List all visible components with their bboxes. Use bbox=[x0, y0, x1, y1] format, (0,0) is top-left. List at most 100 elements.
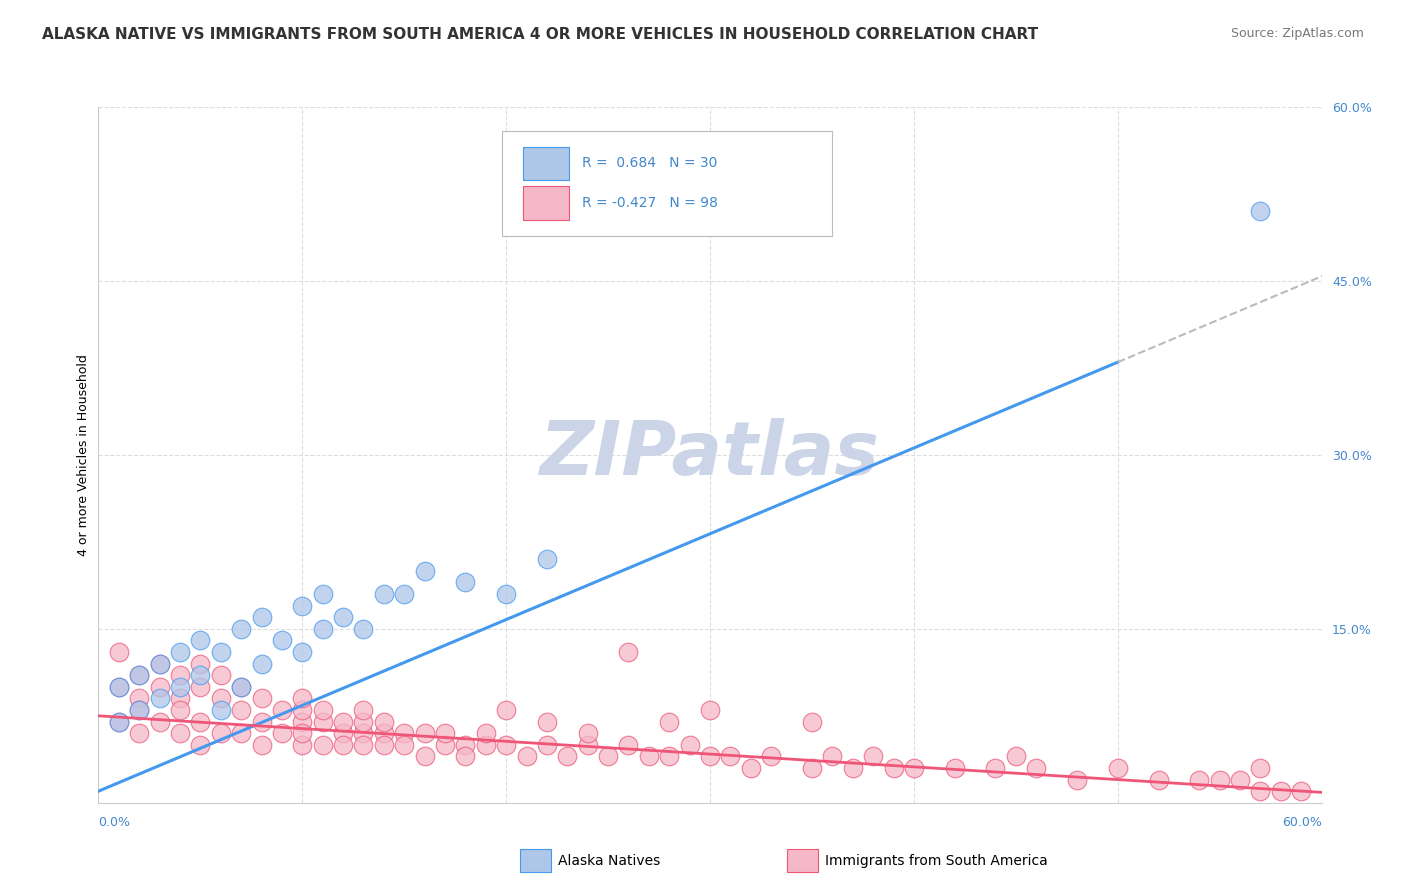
Point bbox=[495, 587, 517, 601]
Point bbox=[332, 738, 354, 752]
FancyBboxPatch shape bbox=[523, 186, 569, 219]
Point bbox=[392, 738, 416, 752]
Point bbox=[434, 726, 457, 740]
Text: R =  0.684   N = 30: R = 0.684 N = 30 bbox=[582, 156, 717, 169]
Point bbox=[169, 645, 191, 659]
Point bbox=[638, 749, 661, 764]
Point bbox=[250, 738, 273, 752]
Point bbox=[1270, 784, 1292, 798]
Point bbox=[332, 610, 354, 624]
Point bbox=[128, 691, 150, 706]
Point bbox=[209, 645, 232, 659]
Point bbox=[149, 657, 172, 671]
Point bbox=[1249, 204, 1271, 219]
Point bbox=[352, 622, 374, 636]
Point bbox=[128, 668, 150, 682]
Point bbox=[128, 726, 150, 740]
Point bbox=[231, 680, 253, 694]
Point bbox=[149, 680, 172, 694]
Point bbox=[821, 749, 844, 764]
Point bbox=[352, 714, 374, 729]
Point bbox=[169, 726, 191, 740]
Point bbox=[413, 726, 436, 740]
Point bbox=[658, 714, 681, 729]
Point bbox=[454, 749, 477, 764]
Point bbox=[128, 703, 150, 717]
Point bbox=[108, 714, 131, 729]
Point bbox=[332, 714, 354, 729]
Point bbox=[373, 738, 395, 752]
Point bbox=[250, 691, 273, 706]
Point bbox=[801, 714, 824, 729]
Point bbox=[231, 703, 253, 717]
Point bbox=[209, 703, 232, 717]
Point bbox=[536, 738, 558, 752]
Point bbox=[332, 726, 354, 740]
Point bbox=[1209, 772, 1232, 787]
Point bbox=[943, 761, 966, 775]
Point bbox=[474, 738, 498, 752]
Point bbox=[188, 680, 212, 694]
Point bbox=[169, 691, 191, 706]
Point bbox=[598, 749, 620, 764]
Point bbox=[1147, 772, 1170, 787]
Text: ALASKA NATIVE VS IMMIGRANTS FROM SOUTH AMERICA 4 OR MORE VEHICLES IN HOUSEHOLD C: ALASKA NATIVE VS IMMIGRANTS FROM SOUTH A… bbox=[42, 27, 1038, 42]
Point bbox=[903, 761, 925, 775]
Point bbox=[740, 761, 762, 775]
Point bbox=[250, 714, 273, 729]
Point bbox=[434, 738, 457, 752]
Point bbox=[474, 726, 498, 740]
Point bbox=[392, 587, 416, 601]
Point bbox=[250, 657, 273, 671]
Point bbox=[617, 738, 640, 752]
Point bbox=[312, 622, 335, 636]
Point bbox=[454, 575, 477, 590]
Point bbox=[373, 587, 395, 601]
Point bbox=[291, 691, 314, 706]
Point bbox=[373, 714, 395, 729]
Point bbox=[1291, 784, 1313, 798]
Text: R = -0.427   N = 98: R = -0.427 N = 98 bbox=[582, 196, 717, 210]
Point bbox=[841, 761, 863, 775]
Text: ZIPatlas: ZIPatlas bbox=[540, 418, 880, 491]
Point bbox=[250, 610, 273, 624]
Point bbox=[862, 749, 884, 764]
Point bbox=[413, 564, 436, 578]
Point bbox=[312, 714, 335, 729]
Point bbox=[128, 703, 150, 717]
Point bbox=[536, 714, 558, 729]
Point bbox=[231, 622, 253, 636]
Point bbox=[270, 726, 294, 740]
Point bbox=[1004, 749, 1026, 764]
Point bbox=[392, 726, 416, 740]
Point bbox=[617, 645, 640, 659]
Point bbox=[128, 668, 150, 682]
Point bbox=[352, 726, 374, 740]
Point bbox=[1107, 761, 1129, 775]
Text: Source: ZipAtlas.com: Source: ZipAtlas.com bbox=[1230, 27, 1364, 40]
Point bbox=[291, 645, 314, 659]
Point bbox=[761, 749, 783, 764]
Point bbox=[536, 552, 558, 566]
Point bbox=[557, 749, 579, 764]
Point bbox=[188, 633, 212, 648]
Point bbox=[270, 703, 294, 717]
Point bbox=[1249, 784, 1271, 798]
FancyBboxPatch shape bbox=[523, 146, 569, 180]
Point bbox=[188, 657, 212, 671]
Point bbox=[720, 749, 742, 764]
Point bbox=[108, 680, 131, 694]
Point bbox=[291, 703, 314, 717]
Point bbox=[1188, 772, 1211, 787]
Point bbox=[169, 680, 191, 694]
Point bbox=[699, 749, 721, 764]
Text: Alaska Natives: Alaska Natives bbox=[558, 854, 661, 868]
Point bbox=[312, 703, 335, 717]
Point bbox=[984, 761, 1007, 775]
Text: Immigrants from South America: Immigrants from South America bbox=[825, 854, 1047, 868]
Point bbox=[454, 738, 477, 752]
Point bbox=[291, 599, 314, 613]
Point bbox=[576, 738, 599, 752]
Point bbox=[149, 714, 172, 729]
Point bbox=[1066, 772, 1088, 787]
